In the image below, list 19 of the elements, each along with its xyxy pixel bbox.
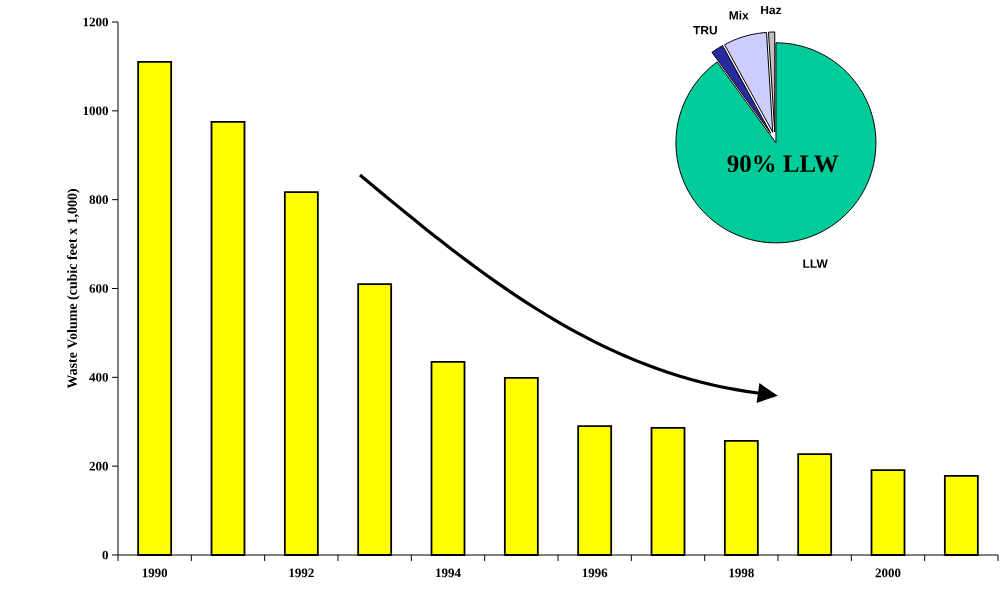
slice-label: TRU (693, 26, 717, 35)
x-tick-label: 1994 (436, 568, 461, 578)
y-tick-label: 0 (102, 550, 108, 560)
y-tick-label: 600 (89, 284, 108, 293)
y-tick-label: 1200 (83, 17, 108, 27)
y-tick-label: 200 (89, 461, 108, 471)
data-label: 90% LLW (727, 155, 839, 173)
y-tick-label: 1000 (83, 106, 108, 116)
x-tick-label: 2000 (875, 568, 901, 578)
x-tick-label: 1996 (582, 568, 608, 578)
y-axis-title: Waste Volume (cubic feet x 1,000) (66, 189, 80, 389)
slice-label: Haz (761, 5, 782, 15)
y-tick-label: 400 (89, 372, 108, 382)
x-tick-label: 1998 (729, 568, 754, 578)
slice-label: LLW (803, 259, 828, 268)
x-tick-label: 1992 (289, 568, 314, 578)
y-tick-label: 800 (89, 195, 108, 205)
x-tick-label: 1990 (142, 568, 168, 578)
slice-label: Mix (729, 10, 749, 20)
